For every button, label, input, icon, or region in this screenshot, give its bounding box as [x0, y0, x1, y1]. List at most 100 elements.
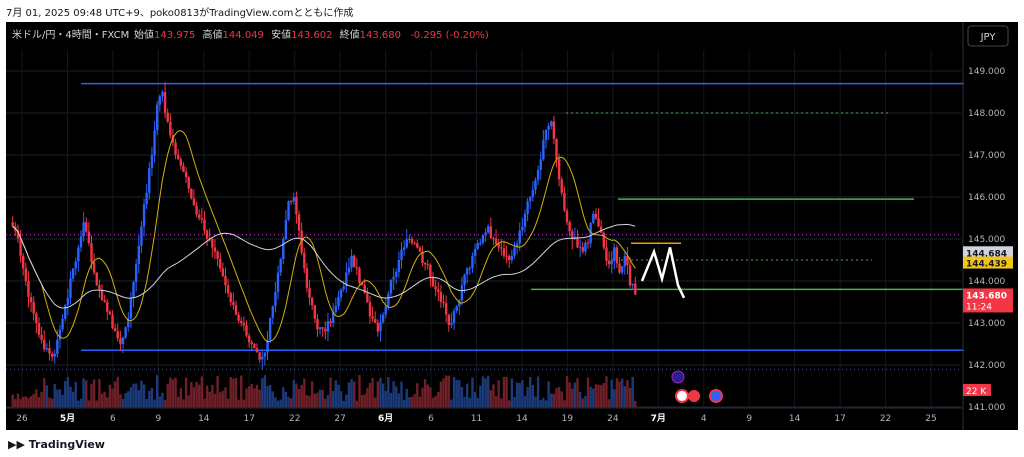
volume-bar: [395, 386, 398, 407]
event-flag-jp-icon: [675, 389, 689, 403]
volume-bar: [447, 375, 450, 407]
candle-body: [431, 276, 435, 287]
volume-bar: [321, 389, 324, 407]
moving-average-slow: [12, 223, 636, 309]
candle-body: [366, 292, 369, 302]
volume-bar: [148, 390, 151, 407]
volume-bar: [628, 387, 632, 407]
candle-body: [313, 305, 317, 319]
volume-bar: [573, 382, 577, 407]
volume-bar: [505, 376, 508, 407]
candle-body: [534, 180, 537, 190]
volume-bar: [473, 391, 477, 407]
chart-frame[interactable]: 149.000 148.000 147.000 146.000 145.000 144.0…: [6, 22, 1018, 430]
volume-bar: [61, 394, 64, 407]
candle-body: [43, 339, 46, 350]
volume-bar: [37, 397, 41, 407]
price-label-box: [963, 256, 1013, 269]
volume-bar: [174, 377, 177, 407]
volume-bar: [24, 396, 28, 407]
price-chart[interactable]: 149.000 148.000 147.000 146.000 145.000 144.0…: [6, 22, 1018, 430]
volume-bar: [297, 388, 301, 407]
volume-bar: [581, 398, 584, 407]
volume-bar: [626, 380, 629, 407]
volume-bar: [229, 377, 232, 407]
volume-bar: [536, 376, 540, 407]
candle-body: [100, 289, 104, 301]
candle-body: [69, 278, 72, 298]
candle-body: [187, 177, 190, 189]
candle-body: [56, 339, 59, 354]
volume-bar: [350, 379, 353, 407]
volume-bar: [384, 390, 387, 407]
candle-body: [190, 188, 193, 199]
candle-body: [615, 247, 619, 264]
candle-body: [502, 248, 506, 256]
candle-body: [103, 300, 106, 302]
candle-body: [547, 125, 550, 130]
candle-body: [439, 292, 443, 302]
candle-body: [321, 327, 324, 329]
currency-button[interactable]: [967, 25, 1009, 47]
candle-body: [87, 231, 91, 244]
candle-body: [455, 306, 458, 311]
volume-bar: [444, 375, 448, 407]
volume-bar: [410, 396, 414, 407]
candle-body: [413, 242, 416, 244]
volume-bar: [421, 387, 424, 407]
volume-bar: [452, 377, 456, 407]
volume-bar: [184, 377, 188, 407]
volume-bar: [618, 381, 621, 407]
volume-bar: [471, 377, 474, 407]
time-tick-label: 26: [16, 414, 28, 424]
candle-body: [526, 201, 529, 214]
candle-body: [468, 268, 472, 270]
time-tick-label: 27: [334, 414, 345, 424]
candle-body: [539, 159, 542, 170]
candle-body: [176, 154, 180, 160]
tradingview-brand: ▶▶ TradingView: [8, 438, 105, 451]
candle-body: [416, 243, 419, 248]
candle-body: [421, 251, 424, 264]
volume-bar: [439, 381, 443, 407]
volume-bar: [402, 399, 406, 407]
candle-body: [458, 300, 461, 307]
candle-body: [305, 268, 309, 289]
volume-bar: [599, 385, 603, 407]
volume-bar: [397, 393, 401, 407]
candle-body: [374, 318, 377, 324]
volume-bar: [240, 375, 243, 407]
candle-body: [510, 255, 514, 260]
volume-bar: [90, 383, 93, 407]
candle-body: [121, 337, 125, 344]
volume-bar: [634, 400, 637, 407]
candle-body: [53, 353, 56, 357]
volume-bar: [476, 397, 479, 407]
candle-body: [597, 218, 600, 227]
candle-body: [106, 302, 109, 312]
candle-body: [360, 282, 364, 286]
candle-body: [253, 344, 256, 349]
candle-body: [174, 142, 177, 155]
volume-bar: [360, 395, 364, 407]
volume-bar: [560, 391, 563, 407]
volume-bar: [271, 391, 274, 407]
volume-bar: [50, 398, 54, 407]
volume-bar: [124, 393, 127, 407]
volume-bar: [305, 395, 309, 407]
moving-averages: [12, 130, 636, 343]
candle-body: [347, 267, 351, 273]
candle-body: [179, 159, 183, 166]
volume-bar: [605, 376, 608, 407]
volume-bar: [245, 388, 248, 407]
candle-body: [578, 247, 582, 249]
volume-bar: [21, 396, 25, 407]
time-tick-label: 4: [701, 414, 707, 424]
candle-body: [634, 283, 637, 295]
volume-bar: [237, 399, 240, 407]
volume-bar: [287, 397, 290, 407]
time-tick-label: 9: [155, 414, 161, 424]
candle-body: [610, 260, 613, 265]
volume-bar: [85, 380, 88, 407]
candle-body: [184, 171, 188, 178]
